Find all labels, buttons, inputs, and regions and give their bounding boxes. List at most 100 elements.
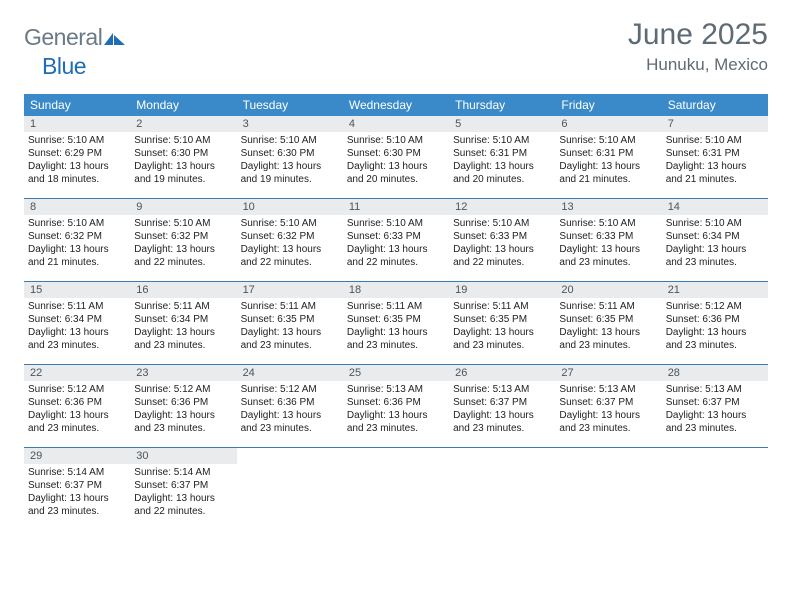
day-body: Sunrise: 5:10 AMSunset: 6:33 PMDaylight:… (449, 215, 555, 269)
logo-flag-icon (104, 26, 126, 53)
page-header: General Blue June 2025 Hunuku, Mexico (24, 18, 768, 80)
sunrise-text: Sunrise: 5:10 AM (241, 217, 339, 230)
sunset-text: Sunset: 6:34 PM (134, 313, 232, 326)
sunset-text: Sunset: 6:36 PM (28, 396, 126, 409)
sunset-text: Sunset: 6:33 PM (347, 230, 445, 243)
sunrise-text: Sunrise: 5:12 AM (28, 383, 126, 396)
calendar-page: General Blue June 2025 Hunuku, Mexico Su… (0, 0, 792, 530)
sunset-text: Sunset: 6:31 PM (666, 147, 764, 160)
daylight-text-line2: and 23 minutes. (666, 422, 764, 435)
daylight-text-line2: and 22 minutes. (134, 256, 232, 269)
daylight-text-line1: Daylight: 13 hours (28, 243, 126, 256)
sunrise-text: Sunrise: 5:13 AM (559, 383, 657, 396)
daylight-text-line2: and 23 minutes. (347, 422, 445, 435)
daylight-text-line2: and 23 minutes. (28, 505, 126, 518)
sunrise-text: Sunrise: 5:11 AM (559, 300, 657, 313)
day-cell: 22Sunrise: 5:12 AMSunset: 6:36 PMDayligh… (24, 365, 130, 447)
day-body: Sunrise: 5:11 AMSunset: 6:34 PMDaylight:… (24, 298, 130, 352)
sunrise-text: Sunrise: 5:10 AM (559, 134, 657, 147)
sunrise-text: Sunrise: 5:14 AM (134, 466, 232, 479)
daylight-text-line1: Daylight: 13 hours (241, 160, 339, 173)
daylight-text-line2: and 21 minutes. (28, 256, 126, 269)
day-number: 14 (662, 199, 768, 215)
sunrise-text: Sunrise: 5:11 AM (347, 300, 445, 313)
sunset-text: Sunset: 6:37 PM (134, 479, 232, 492)
day-cell: 19Sunrise: 5:11 AMSunset: 6:35 PMDayligh… (449, 282, 555, 364)
daylight-text-line2: and 23 minutes. (347, 339, 445, 352)
daylight-text-line1: Daylight: 13 hours (453, 243, 551, 256)
daylight-text-line1: Daylight: 13 hours (559, 243, 657, 256)
daylight-text-line1: Daylight: 13 hours (453, 326, 551, 339)
day-cell: 18Sunrise: 5:11 AMSunset: 6:35 PMDayligh… (343, 282, 449, 364)
day-cell: 6Sunrise: 5:10 AMSunset: 6:31 PMDaylight… (555, 116, 661, 198)
daylight-text-line1: Daylight: 13 hours (347, 326, 445, 339)
day-body: Sunrise: 5:10 AMSunset: 6:31 PMDaylight:… (662, 132, 768, 186)
empty-cell (662, 448, 768, 530)
sunrise-text: Sunrise: 5:10 AM (666, 134, 764, 147)
sunset-text: Sunset: 6:31 PM (453, 147, 551, 160)
sunrise-text: Sunrise: 5:10 AM (559, 217, 657, 230)
sunset-text: Sunset: 6:29 PM (28, 147, 126, 160)
sunrise-text: Sunrise: 5:11 AM (28, 300, 126, 313)
daylight-text-line1: Daylight: 13 hours (134, 492, 232, 505)
day-body: Sunrise: 5:13 AMSunset: 6:36 PMDaylight:… (343, 381, 449, 435)
daylight-text-line1: Daylight: 13 hours (666, 326, 764, 339)
day-cell: 10Sunrise: 5:10 AMSunset: 6:32 PMDayligh… (237, 199, 343, 281)
daylight-text-line2: and 23 minutes. (666, 256, 764, 269)
sunrise-text: Sunrise: 5:13 AM (347, 383, 445, 396)
sunrise-text: Sunrise: 5:11 AM (453, 300, 551, 313)
day-number: 22 (24, 365, 130, 381)
daylight-text-line1: Daylight: 13 hours (28, 326, 126, 339)
day-cell: 1Sunrise: 5:10 AMSunset: 6:29 PMDaylight… (24, 116, 130, 198)
day-number: 2 (130, 116, 236, 132)
day-cell: 17Sunrise: 5:11 AMSunset: 6:35 PMDayligh… (237, 282, 343, 364)
empty-cell (343, 448, 449, 530)
day-number: 30 (130, 448, 236, 464)
day-cell: 9Sunrise: 5:10 AMSunset: 6:32 PMDaylight… (130, 199, 236, 281)
week-row: 22Sunrise: 5:12 AMSunset: 6:36 PMDayligh… (24, 365, 768, 448)
day-number: 6 (555, 116, 661, 132)
day-cell: 11Sunrise: 5:10 AMSunset: 6:33 PMDayligh… (343, 199, 449, 281)
sunset-text: Sunset: 6:32 PM (28, 230, 126, 243)
day-body: Sunrise: 5:12 AMSunset: 6:36 PMDaylight:… (130, 381, 236, 435)
day-cell: 13Sunrise: 5:10 AMSunset: 6:33 PMDayligh… (555, 199, 661, 281)
day-cell: 2Sunrise: 5:10 AMSunset: 6:30 PMDaylight… (130, 116, 236, 198)
sunrise-text: Sunrise: 5:10 AM (241, 134, 339, 147)
daylight-text-line1: Daylight: 13 hours (134, 326, 232, 339)
daylight-text-line2: and 20 minutes. (347, 173, 445, 186)
week-row: 8Sunrise: 5:10 AMSunset: 6:32 PMDaylight… (24, 199, 768, 282)
day-of-week-header: Sunday Monday Tuesday Wednesday Thursday… (24, 94, 768, 116)
day-number: 28 (662, 365, 768, 381)
daylight-text-line1: Daylight: 13 hours (347, 409, 445, 422)
daylight-text-line2: and 22 minutes. (453, 256, 551, 269)
day-body: Sunrise: 5:10 AMSunset: 6:32 PMDaylight:… (237, 215, 343, 269)
day-cell: 3Sunrise: 5:10 AMSunset: 6:30 PMDaylight… (237, 116, 343, 198)
sunrise-text: Sunrise: 5:10 AM (666, 217, 764, 230)
day-number: 8 (24, 199, 130, 215)
sunrise-text: Sunrise: 5:10 AM (28, 217, 126, 230)
daylight-text-line2: and 23 minutes. (241, 422, 339, 435)
title-block: June 2025 Hunuku, Mexico (628, 18, 768, 75)
day-number: 7 (662, 116, 768, 132)
day-number: 3 (237, 116, 343, 132)
dow-wednesday: Wednesday (343, 94, 449, 116)
day-number: 25 (343, 365, 449, 381)
week-row: 15Sunrise: 5:11 AMSunset: 6:34 PMDayligh… (24, 282, 768, 365)
day-body: Sunrise: 5:10 AMSunset: 6:33 PMDaylight:… (555, 215, 661, 269)
sunset-text: Sunset: 6:36 PM (134, 396, 232, 409)
sunset-text: Sunset: 6:36 PM (666, 313, 764, 326)
day-number: 15 (24, 282, 130, 298)
sunrise-text: Sunrise: 5:10 AM (28, 134, 126, 147)
day-number: 26 (449, 365, 555, 381)
day-number: 13 (555, 199, 661, 215)
daylight-text-line1: Daylight: 13 hours (559, 409, 657, 422)
dow-thursday: Thursday (449, 94, 555, 116)
week-row: 29Sunrise: 5:14 AMSunset: 6:37 PMDayligh… (24, 448, 768, 530)
day-cell: 21Sunrise: 5:12 AMSunset: 6:36 PMDayligh… (662, 282, 768, 364)
daylight-text-line1: Daylight: 13 hours (666, 243, 764, 256)
day-body: Sunrise: 5:10 AMSunset: 6:31 PMDaylight:… (555, 132, 661, 186)
empty-cell (237, 448, 343, 530)
day-number: 27 (555, 365, 661, 381)
location: Hunuku, Mexico (628, 55, 768, 75)
day-cell: 15Sunrise: 5:11 AMSunset: 6:34 PMDayligh… (24, 282, 130, 364)
